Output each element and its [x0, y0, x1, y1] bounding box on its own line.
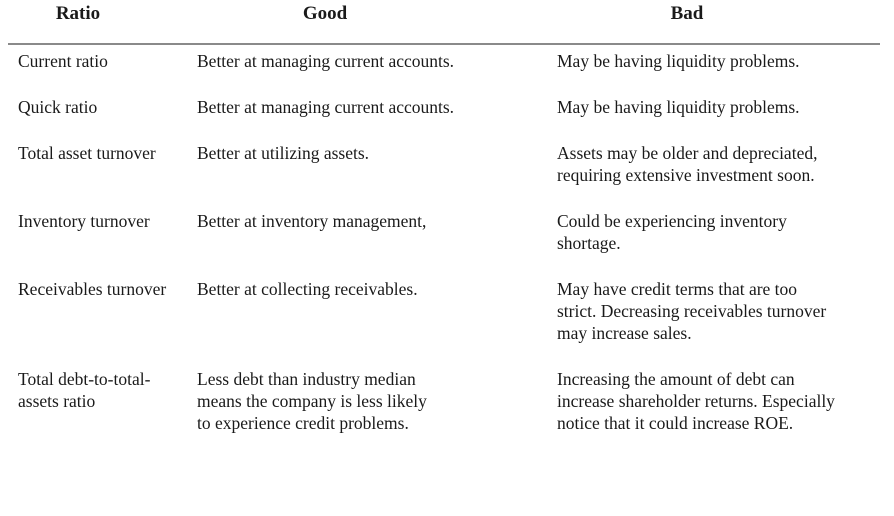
- good-cell: Better at utilizing assets.: [197, 143, 370, 163]
- ratio-cell: Total asset turnover: [18, 143, 156, 163]
- table-header-row: Ratio Good Bad: [0, 0, 894, 25]
- table-body: Current ratio Better at managing current…: [0, 50, 894, 434]
- column-header-bad: Bad: [670, 3, 704, 24]
- bad-cell: Increasing the amount of debt can increa…: [557, 369, 835, 433]
- ratio-cell: Current ratio: [18, 51, 108, 71]
- good-cell: Better at inventory management,: [197, 211, 427, 231]
- good-cell: Better at managing current accounts.: [197, 97, 455, 117]
- good-cell: Better at collecting receivables.: [197, 279, 418, 299]
- good-cell: Less debt than industry median means the…: [197, 369, 427, 433]
- ratio-cell: Total debt-to-total- assets ratio: [18, 369, 151, 411]
- column-header-ratio: Ratio: [55, 3, 101, 24]
- bad-cell: Could be experiencing inventory shortage…: [557, 211, 787, 253]
- ratio-cell: Quick ratio: [18, 97, 98, 117]
- good-cell: Better at managing current accounts.: [197, 51, 455, 71]
- bad-cell: May be having liquidity problems.: [557, 51, 800, 71]
- column-header-good: Good: [302, 3, 348, 24]
- bad-cell: May be having liquidity problems.: [557, 97, 800, 117]
- ratio-cell: Inventory turnover: [18, 211, 150, 231]
- header-divider: [8, 43, 880, 45]
- bad-cell: Assets may be older and depreciated, req…: [557, 143, 818, 185]
- ratio-cell: Receivables turnover: [18, 279, 167, 299]
- bad-cell: May have credit terms that are too stric…: [557, 279, 827, 343]
